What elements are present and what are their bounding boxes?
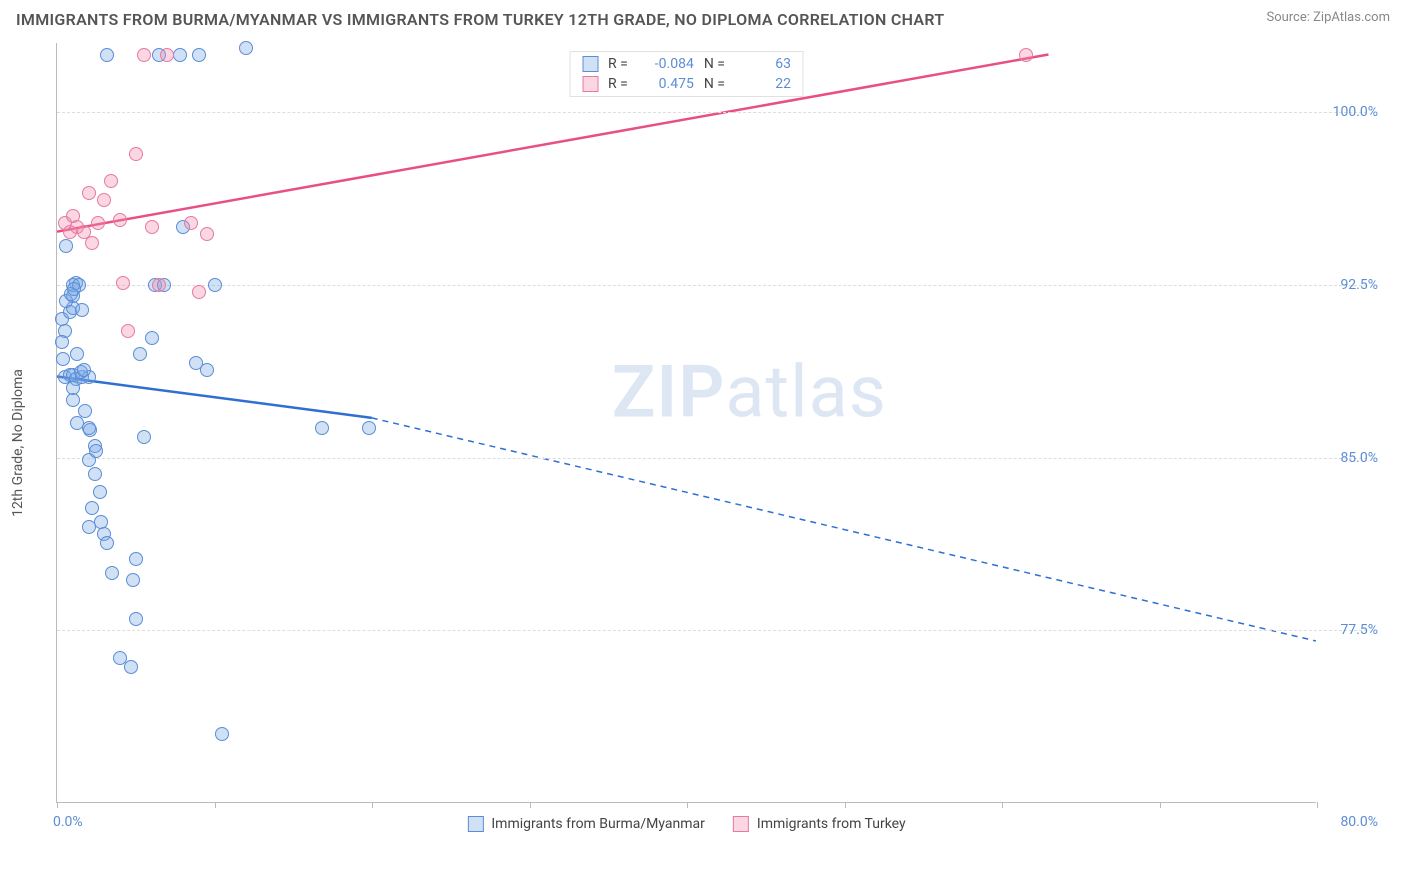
legend-item: Immigrants from Turkey — [733, 816, 906, 832]
data-point — [145, 220, 159, 234]
y-axis-label: 12th Grade, No Diploma — [10, 369, 26, 517]
data-point — [129, 552, 143, 566]
data-point — [56, 352, 70, 366]
legend-r-value: 0.475 — [638, 76, 694, 92]
data-point — [239, 41, 253, 55]
source-label: Source: ZipAtlas.com — [1266, 10, 1390, 25]
x-tick-min: 0.0% — [53, 814, 83, 830]
legend-n-label: N = — [704, 56, 725, 72]
data-point — [66, 381, 80, 395]
trend-lines — [57, 43, 1316, 802]
legend-swatch — [733, 816, 749, 832]
data-point — [97, 193, 111, 207]
data-point — [315, 421, 329, 435]
x-tick — [372, 802, 373, 808]
data-point — [75, 303, 89, 317]
legend-row: R = -0.084 N = 63 — [570, 54, 803, 74]
data-point — [93, 485, 107, 499]
data-point — [160, 48, 174, 62]
legend-r-label: R = — [608, 56, 628, 72]
data-point — [89, 444, 103, 458]
y-tick-label: 85.0% — [1322, 450, 1378, 466]
correlation-legend: R = -0.084 N = 63 R = 0.475 N = 22 — [569, 51, 804, 97]
x-tick — [1002, 802, 1003, 808]
legend-r-value: -0.084 — [638, 56, 694, 72]
chart-container: 12th Grade, No Diploma ZIPatlas R = -0.08… — [12, 33, 1392, 853]
x-tick — [215, 802, 216, 808]
watermark: ZIPatlas — [612, 350, 887, 435]
data-point — [1019, 48, 1033, 62]
gridline — [57, 630, 1367, 631]
legend-n-value: 22 — [735, 76, 791, 92]
data-point — [88, 467, 102, 481]
data-point — [200, 227, 214, 241]
x-tick — [530, 802, 531, 808]
legend-row: R = 0.475 N = 22 — [570, 74, 803, 94]
data-point — [85, 501, 99, 515]
data-point — [67, 282, 81, 296]
data-point — [55, 335, 69, 349]
x-tick — [1317, 802, 1318, 808]
x-tick — [687, 802, 688, 808]
data-point — [85, 236, 99, 250]
x-tick — [845, 802, 846, 808]
gridline — [57, 285, 1367, 286]
data-point — [192, 285, 206, 299]
y-tick-label: 92.5% — [1322, 277, 1378, 293]
legend-swatch — [467, 816, 483, 832]
legend-series-name: Immigrants from Burma/Myanmar — [491, 816, 705, 832]
x-tick-max: 80.0% — [1340, 814, 1378, 830]
data-point — [173, 48, 187, 62]
data-point — [82, 186, 96, 200]
data-point — [200, 363, 214, 377]
data-point — [77, 363, 91, 377]
data-point — [91, 216, 105, 230]
data-point — [104, 174, 118, 188]
series-legend: Immigrants from Burma/Myanmar Immigrants … — [467, 816, 905, 832]
data-point — [137, 48, 151, 62]
y-tick-label: 77.5% — [1322, 622, 1378, 638]
data-point — [145, 331, 159, 345]
gridline — [57, 112, 1367, 113]
gridline — [57, 458, 1367, 459]
legend-n-label: N = — [704, 76, 725, 92]
data-point — [362, 421, 376, 435]
legend-item: Immigrants from Burma/Myanmar — [467, 816, 705, 832]
data-point — [192, 48, 206, 62]
data-point — [215, 727, 229, 741]
data-point — [124, 660, 138, 674]
legend-swatch — [582, 76, 598, 92]
data-point — [152, 278, 166, 292]
plot-area: ZIPatlas R =-0.084N =63R =0.475N =22 Imm… — [56, 43, 1316, 803]
legend-n-value: 63 — [735, 56, 791, 72]
legend-series-name: Immigrants from Turkey — [757, 816, 906, 832]
data-point — [121, 324, 135, 338]
legend-r-label: R = — [608, 76, 628, 92]
data-point — [129, 147, 143, 161]
data-point — [116, 276, 130, 290]
data-point — [100, 536, 114, 550]
data-point — [105, 566, 119, 580]
data-point — [126, 573, 140, 587]
data-point — [113, 213, 127, 227]
x-tick — [1160, 802, 1161, 808]
data-point — [82, 520, 96, 534]
data-point — [70, 347, 84, 361]
data-point — [70, 416, 84, 430]
data-point — [137, 430, 151, 444]
y-tick-label: 100.0% — [1322, 104, 1378, 120]
data-point — [129, 612, 143, 626]
legend-swatch — [582, 56, 598, 72]
data-point — [133, 347, 147, 361]
chart-title: IMMIGRANTS FROM BURMA/MYANMAR VS IMMIGRA… — [16, 10, 944, 29]
data-point — [184, 216, 198, 230]
data-point — [100, 48, 114, 62]
data-point — [208, 278, 222, 292]
x-tick — [57, 802, 58, 808]
data-point — [59, 239, 73, 253]
